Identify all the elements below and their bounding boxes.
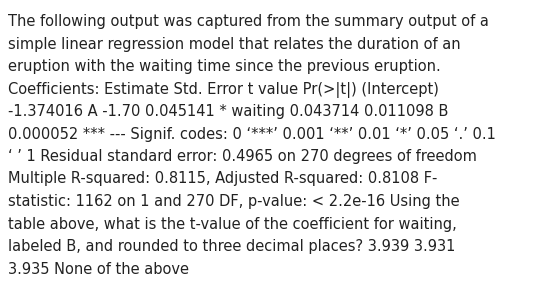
Text: 0.000052 *** --- Signif. codes: 0 ‘***’ 0.001 ‘**’ 0.01 ‘*’ 0.05 ‘.’ 0.1: 0.000052 *** --- Signif. codes: 0 ‘***’ … <box>8 127 496 142</box>
Text: Coefficients: Estimate Std. Error t value Pr(>|t|) (Intercept): Coefficients: Estimate Std. Error t valu… <box>8 81 439 98</box>
Text: eruption with the waiting time since the previous eruption.: eruption with the waiting time since the… <box>8 59 441 74</box>
Text: simple linear regression model that relates the duration of an: simple linear regression model that rela… <box>8 37 460 52</box>
Text: ‘ ’ 1 Residual standard error: 0.4965 on 270 degrees of freedom: ‘ ’ 1 Residual standard error: 0.4965 on… <box>8 149 477 164</box>
Text: table above, what is the t-value of the coefficient for waiting,: table above, what is the t-value of the … <box>8 217 457 231</box>
Text: 3.935 None of the above: 3.935 None of the above <box>8 261 189 277</box>
Text: Multiple R-squared: 0.8115, Adjusted R-squared: 0.8108 F-: Multiple R-squared: 0.8115, Adjusted R-s… <box>8 171 437 187</box>
Text: statistic: 1162 on 1 and 270 DF, p-value: < 2.2e-16 Using the: statistic: 1162 on 1 and 270 DF, p-value… <box>8 194 460 209</box>
Text: labeled B, and rounded to three decimal places? 3.939 3.931: labeled B, and rounded to three decimal … <box>8 239 455 254</box>
Text: The following output was captured from the summary output of a: The following output was captured from t… <box>8 14 489 29</box>
Text: -1.374016 A -1.70 0.045141 * waiting 0.043714 0.011098 B: -1.374016 A -1.70 0.045141 * waiting 0.0… <box>8 104 449 119</box>
